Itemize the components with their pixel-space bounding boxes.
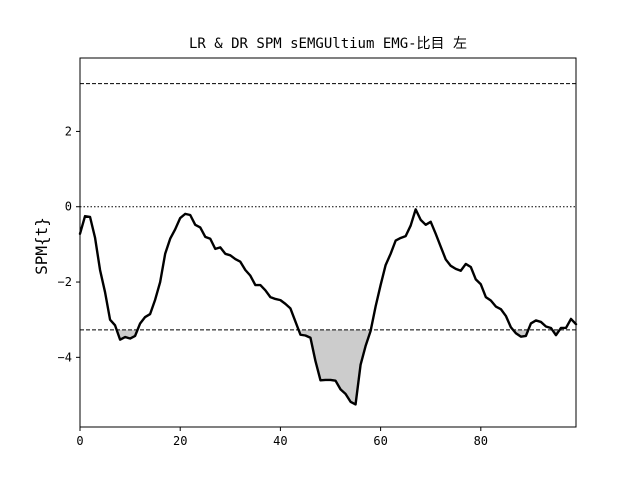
axes-frame [79,57,577,428]
series-layer [78,208,578,406]
spm-series-line [78,208,578,406]
reference-lines-layer [80,83,576,331]
y-tick-label: 2 [65,124,72,138]
ticks-layer: 0 20 40 60 80 −4 −2 0 2 [58,124,488,448]
x-tick-label: 80 [474,434,488,448]
y-axis-label: SPM{t} [32,217,51,275]
suprathreshold-region [298,329,371,405]
y-tick-label: 0 [65,200,72,214]
x-tick-label: 0 [76,434,83,448]
y-tick-label: −4 [58,350,72,364]
x-tick-label: 40 [273,434,287,448]
y-tick-label: −2 [58,275,72,289]
x-tick-label: 60 [373,434,387,448]
x-tick-label: 20 [173,434,187,448]
chart-title: LR & DR SPM sEMGUltium EMG-比目 左 [189,36,467,52]
